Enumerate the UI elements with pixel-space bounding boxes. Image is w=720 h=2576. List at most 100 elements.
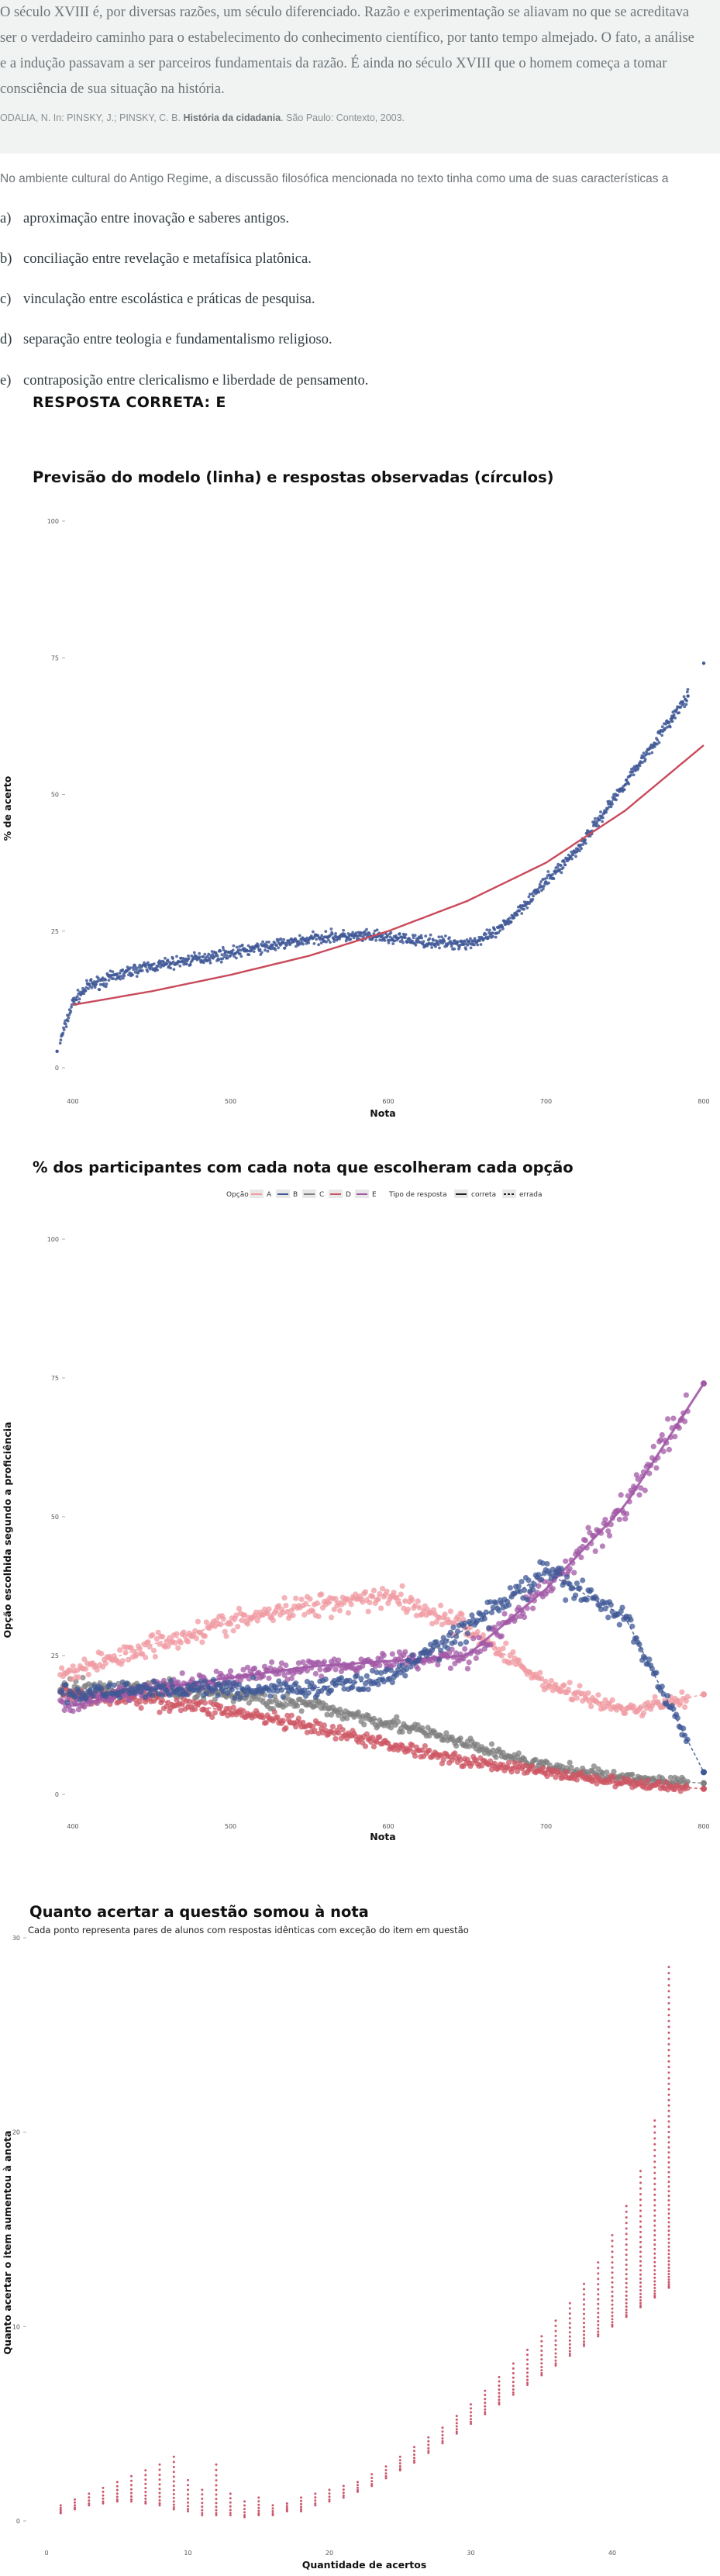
chart2-point <box>570 1585 576 1591</box>
chart2-point <box>199 1683 205 1689</box>
chart2-point <box>677 1700 684 1706</box>
chart3-point <box>498 2403 501 2406</box>
chart1-point <box>156 969 160 972</box>
chart2-point <box>464 1666 471 1672</box>
chart3-point <box>625 2277 628 2281</box>
chart2-xtick-label: 400 <box>67 1823 78 1830</box>
chart1-point <box>231 948 235 952</box>
alternative-b[interactable]: b) conciliação entre revelação e metafísi… <box>0 251 312 268</box>
chart3-point <box>667 2141 670 2144</box>
chart3-point <box>639 2226 642 2229</box>
chart3-point <box>59 2509 62 2512</box>
chart3-point <box>314 2499 317 2502</box>
chart3-point <box>554 2339 557 2342</box>
chart3-point <box>328 2500 331 2503</box>
chart1-point <box>655 742 659 746</box>
chart3-point <box>568 2350 571 2353</box>
chart2-point <box>457 1641 463 1647</box>
chart2-point <box>456 1617 463 1623</box>
chart1-point <box>584 838 587 841</box>
chart1-point <box>202 955 205 958</box>
chart3-point <box>158 2478 161 2481</box>
alternative-e[interactable]: e) contraposição entre clericalismo e lib… <box>0 373 368 389</box>
chart2-point <box>384 1666 390 1673</box>
chart2-point <box>236 1681 243 1687</box>
chart1-point <box>522 900 526 904</box>
chart2-point <box>549 1586 556 1592</box>
chart2-point <box>310 1608 316 1614</box>
chart1-point <box>440 935 443 938</box>
chart1-point <box>239 948 243 952</box>
chart3-point <box>187 2478 189 2481</box>
chart2-point <box>117 1684 123 1690</box>
chart2-point <box>341 1686 347 1692</box>
chart1-point <box>261 940 264 944</box>
chart1-point <box>430 946 433 949</box>
chart1-point <box>215 954 219 958</box>
chart3-point <box>667 2181 670 2184</box>
alternative-text: vinculação entre escolástica e práticas … <box>23 292 315 307</box>
chart2-point <box>293 1595 299 1601</box>
chart2-point <box>150 1632 156 1638</box>
chart2-point <box>683 1698 690 1704</box>
chart2-point <box>439 1639 446 1645</box>
chart2-point <box>367 1600 373 1606</box>
chart3-point <box>667 2257 670 2259</box>
chart2-point <box>155 1690 161 1697</box>
chart2-point <box>111 1682 117 1688</box>
chart3-point <box>667 2281 670 2284</box>
chart2-point <box>107 1682 113 1688</box>
chart1-point <box>488 928 491 932</box>
chart1-point <box>135 975 139 978</box>
alternative-a[interactable]: a) aproximação entre inovação e saberes a… <box>0 211 289 227</box>
chart3-point <box>597 2272 600 2275</box>
chart3-point <box>285 2509 288 2512</box>
chart2-point <box>429 1621 436 1627</box>
chart3-point <box>526 2358 529 2361</box>
chart2-point <box>254 1618 260 1624</box>
chart3-point <box>639 2209 642 2212</box>
chart3-point <box>667 2037 670 2040</box>
chart3-point <box>667 2031 670 2034</box>
chart3-point <box>611 2321 614 2324</box>
chart2-point <box>398 1591 404 1597</box>
chart1-point <box>634 769 637 772</box>
chart2-point <box>363 1673 370 1679</box>
chart2-point <box>122 1649 129 1656</box>
chart3-point <box>229 2492 232 2495</box>
chart3-point <box>625 2301 628 2305</box>
chart1-point <box>97 976 100 980</box>
chart1-points <box>55 661 706 1054</box>
chart1-point <box>449 940 453 943</box>
chart1-point <box>686 694 690 698</box>
chart3-point <box>667 2120 670 2123</box>
chart3-point <box>667 2283 670 2286</box>
chart3-point <box>455 2422 458 2425</box>
alternative-d[interactable]: d) separação entre teologia e fundamental… <box>0 332 332 348</box>
chart3-point <box>667 1984 670 1987</box>
chart2-point <box>263 1720 269 1726</box>
chart1-point <box>570 850 574 854</box>
chart3-point <box>314 2504 317 2507</box>
chart3-point <box>639 2246 642 2249</box>
chart3-point <box>512 2381 515 2384</box>
chart2-point <box>602 1606 608 1612</box>
chart3-point <box>102 2500 105 2503</box>
chart2-point <box>332 1735 339 1742</box>
chart1-point <box>484 933 487 936</box>
chart1-point <box>283 946 287 950</box>
chart2-point <box>295 1660 301 1666</box>
chart2-point <box>370 1668 376 1674</box>
chart1-point <box>638 764 642 768</box>
chart2-point <box>70 1663 76 1670</box>
chart1-point <box>642 751 646 755</box>
chart1-point <box>508 917 512 920</box>
chart2-point <box>210 1676 217 1683</box>
chart2-point <box>102 1660 109 1666</box>
chart3-point <box>639 2198 642 2201</box>
chart2-point <box>567 1680 573 1686</box>
chart3-point <box>667 2093 670 2096</box>
chart1-point <box>598 818 601 822</box>
alternative-c[interactable]: c) vinculação entre escolástica e prática… <box>0 292 315 308</box>
chart3-point <box>639 2277 642 2281</box>
